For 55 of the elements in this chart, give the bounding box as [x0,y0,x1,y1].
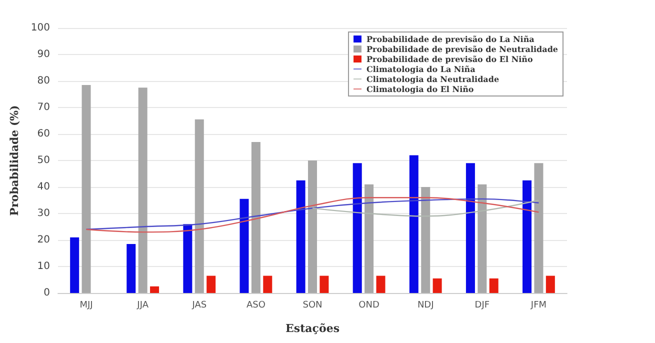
bar [70,237,80,293]
bar [263,276,272,293]
bar [126,244,136,293]
bar [489,278,498,293]
bar [466,163,475,293]
bar [82,84,91,293]
bar [251,142,260,293]
y-tick-label: 70 [37,102,50,113]
y-tick-label: 0 [44,288,50,298]
bar [138,88,148,293]
x-tick-label: OND [358,300,380,310]
bar [352,163,362,293]
x-axis-title: Estações [285,322,340,335]
legend-label: Climatologia do El Niño [366,84,474,94]
legend-label: Probabilidade de previsão do El Niño [366,54,534,64]
x-tick-label: MJJ [80,300,93,310]
x-tick-label: NDJ [417,300,434,310]
legend-label: Probabilidade de previsão do La Niña [366,34,534,44]
y-axis-title: Probabilidade (%) [8,105,22,216]
bar [320,276,329,293]
bar [240,198,249,293]
bar [376,276,386,293]
bar [409,155,418,293]
bar [308,160,317,293]
x-tick-label: ASO [246,300,266,310]
bar [150,286,160,293]
y-tick-label: 80 [37,76,50,86]
y-tick-label: 30 [37,208,50,219]
x-tick-label: JJA [136,300,150,310]
bar [421,187,430,293]
bar [478,184,487,293]
bar [534,163,544,293]
line-series [312,200,540,217]
x-tick-label: JFM [530,300,547,310]
y-tick-label: 10 [37,261,50,272]
y-tick-label: 40 [37,182,50,192]
bar [364,184,374,293]
bar [206,276,216,293]
y-tick-label: 90 [37,49,50,60]
y-tick-label: 60 [37,128,50,140]
y-tick-label: 50 [37,155,50,166]
x-tick-label: SON [302,300,322,310]
bar [522,180,532,293]
y-tick-label: 100 [30,22,50,34]
x-tick-label: DJF [474,300,490,310]
bar [432,278,442,293]
bar [183,224,192,293]
bar [296,180,306,293]
legend-label: Probabilidade de previsão de Neutralidade [366,44,558,54]
x-tick-label: JAS [191,300,207,310]
y-tick-label: 20 [37,234,50,246]
bar [194,119,204,293]
legend-label: Climatologia do La Niña [366,64,476,74]
legend-label: Climatologia da Neutralidade [366,74,500,84]
bar [546,276,555,293]
